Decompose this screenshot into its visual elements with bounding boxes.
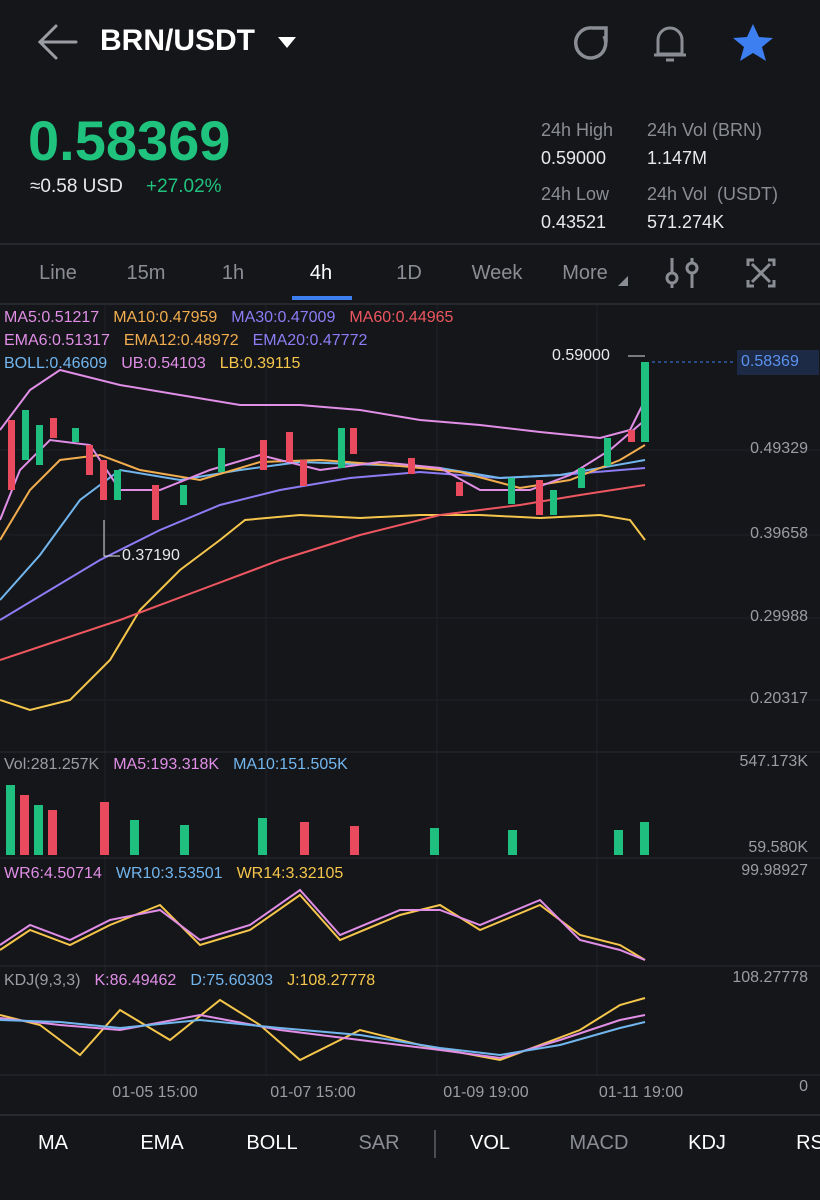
indicator-row: EMA6:0.51317 EMA12:0.48972 EMA20:0.47772 — [4, 332, 367, 350]
back-button[interactable] — [37, 24, 78, 60]
candles — [8, 362, 649, 520]
indicator-tab[interactable]: KDJ — [688, 1132, 726, 1154]
pair-dropdown[interactable] — [278, 37, 296, 48]
boll-mid — [0, 459, 646, 601]
interval-tab[interactable]: 15m — [126, 262, 166, 284]
indicator-value: BOLL:0.46609 — [4, 355, 108, 372]
indicator-value: WR6:4.50714 — [4, 865, 102, 882]
indicator-tab[interactable]: MA — [38, 1132, 68, 1154]
fullscreen-icon[interactable] — [746, 258, 776, 288]
indicator-value: MA5:193.318K — [113, 756, 220, 773]
indicator-value: UB:0.54103 — [121, 355, 206, 372]
stat-value: 0.59000 — [541, 148, 607, 168]
price-axis-label: 0.49329 — [750, 440, 808, 457]
indicator-tab[interactable]: MACD — [569, 1132, 629, 1154]
stat-value: 571.274K — [647, 212, 725, 232]
indicator-value: EMA12:0.48972 — [123, 332, 239, 349]
ma5 — [0, 419, 646, 521]
usd-price: ≈0.58 USD — [30, 176, 123, 197]
indicator-value: MA10:151.505K — [233, 756, 348, 773]
time-label: 01-09 19:00 — [443, 1084, 529, 1101]
indicator-value: J:108.27778 — [287, 972, 376, 989]
time-label: 01-05 15:00 — [112, 1084, 198, 1101]
volume-axis-label: 59.580K — [748, 839, 808, 856]
interval-tab[interactable]: 1D — [396, 262, 422, 284]
price-axis-label: 0.39658 — [750, 525, 808, 542]
indicator-value: WR10:3.53501 — [115, 865, 223, 882]
overlay-lines — [0, 368, 646, 712]
indicator-row: KDJ(9,3,3) K:86.49462 D:75.60303 J:108.2777… — [4, 972, 375, 990]
stat-value: 0.43521 — [541, 212, 607, 232]
indicator-value: KDJ(9,3,3) — [4, 972, 81, 989]
current-price-tag: 0.58369 — [741, 353, 799, 370]
refresh-icon[interactable] — [573, 26, 608, 60]
interval-tab[interactable]: Week — [471, 262, 523, 284]
indicator-value: MA60:0.44965 — [349, 309, 454, 326]
interval-tab[interactable]: 4h — [309, 262, 333, 284]
indicator-value: WR14:3.32105 — [236, 865, 344, 882]
kdj-axis-label: 0 — [799, 1078, 808, 1095]
last-price: 0.58369 — [28, 109, 231, 172]
indicator-row: BOLL:0.46609 UB:0.54103 LB:0.39115 — [4, 355, 300, 373]
volume-bars — [6, 785, 649, 855]
low-marker — [103, 520, 120, 557]
indicator-value: K:86.49462 — [94, 972, 177, 989]
indicator-tab[interactable]: BOLL — [246, 1132, 298, 1154]
interval-tab[interactable]: 1h — [221, 262, 245, 284]
price-axis-label: 0.29988 — [750, 608, 808, 625]
time-label: 01-07 15:00 — [270, 1084, 356, 1101]
active-tab-underline — [292, 296, 352, 300]
price-change: +27.02% — [146, 176, 222, 197]
ma30 — [0, 467, 646, 621]
high-annotation: 0.59000 — [552, 347, 610, 364]
indicator-settings-icon[interactable] — [665, 258, 699, 288]
indicator-tab[interactable]: VOL — [469, 1132, 511, 1154]
more-caret — [618, 276, 628, 286]
stat-label: 24h Vol (USDT) — [647, 184, 779, 204]
stat-value: 1.147M — [647, 148, 708, 168]
indicator-value: MA30:0.47009 — [231, 309, 336, 326]
indicator-tab[interactable]: SAR — [358, 1132, 400, 1154]
indicator-row: WR6:4.50714 WR10:3.53501 WR14:3.32105 — [4, 865, 343, 883]
favorite-icon[interactable] — [733, 24, 773, 61]
indicator-row: MA5:0.51217 MA10:0.47959 MA30:0.47009 MA60:… — [4, 309, 453, 327]
ma10 — [0, 444, 646, 541]
stat-label: 24h High — [541, 120, 614, 140]
indicator-value: EMA20:0.47772 — [252, 332, 368, 349]
ma60 — [0, 484, 646, 661]
interval-tab[interactable]: Line — [39, 262, 77, 284]
indicator-tab[interactable]: EMA — [140, 1132, 184, 1154]
time-label: 01-11 19:00 — [598, 1084, 684, 1101]
stat-label: 24h Low — [541, 184, 610, 204]
indicator-value: EMA6:0.51317 — [4, 332, 110, 349]
kdj-axis-label: 108.27778 — [732, 969, 808, 986]
grid — [0, 305, 820, 1076]
indicator-value: LB:0.39115 — [219, 355, 301, 372]
oscillator-lines — [0, 888, 646, 1062]
pair-title[interactable]: BRN/USDT — [100, 24, 255, 57]
indicator-row: Vol:281.257K MA5:193.318K MA10:151.505K — [4, 756, 348, 774]
indicator-tab[interactable]: RS — [796, 1132, 820, 1154]
interval-tab[interactable]: More — [562, 262, 608, 284]
bollinger-upper — [0, 368, 646, 440]
indicator-value: MA10:0.47959 — [113, 309, 218, 326]
indicator-value: D:75.60303 — [190, 972, 274, 989]
low-annotation: 0.37190 — [122, 547, 180, 564]
wr-axis-label: 99.98927 — [741, 862, 808, 879]
indicator-value: Vol:281.257K — [4, 756, 100, 773]
volume-axis-label: 547.173K — [739, 753, 808, 770]
alert-icon[interactable] — [654, 26, 686, 62]
stat-label: 24h Vol (BRN) — [647, 120, 763, 140]
bollinger-lower — [0, 513, 646, 712]
current-price-tag-bg — [737, 350, 819, 375]
price-axis-label: 0.20317 — [750, 690, 808, 707]
indicator-value: MA5:0.51217 — [4, 309, 100, 326]
